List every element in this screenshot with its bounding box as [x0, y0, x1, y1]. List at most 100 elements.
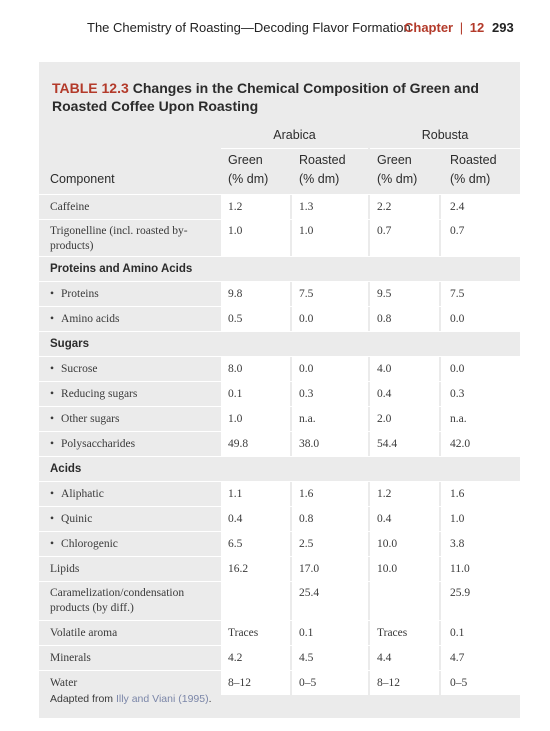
value-cell-arabica-roasted: 7.5	[292, 282, 368, 306]
value-cell-robusta-roasted: 0–5	[441, 671, 520, 695]
roasted-label: Roasted	[299, 153, 346, 167]
value-text: 1.3	[299, 200, 314, 213]
value-cell-robusta-roasted: 42.0	[441, 432, 520, 456]
value-text: 0–5	[450, 676, 468, 689]
value-cell-arabica-roasted: 2.5	[292, 532, 368, 556]
component-label: Caramelization/condensation products (by…	[50, 587, 185, 614]
component-label: Sugars	[50, 337, 89, 350]
table-row: • Other sugars 1.0 n.a. 2.0 n.a.	[39, 406, 520, 431]
bullet-icon: •	[50, 287, 55, 300]
value-text: Traces	[228, 626, 259, 639]
page-number: 293	[492, 20, 514, 35]
value-cell-robusta-green: 2.2	[370, 195, 439, 219]
component-label: Other sugars	[61, 412, 120, 425]
table-title: Changes in the Chemical Composition of G…	[52, 80, 479, 114]
value-cell-robusta-green: 0.7	[370, 220, 439, 256]
value-text: 8.0	[228, 362, 243, 375]
value-cell-robusta-green	[370, 582, 439, 620]
value-cell-arabica-roasted: 4.5	[292, 646, 368, 670]
footnote-prefix: Adapted from	[50, 693, 114, 705]
value-cell-robusta-roasted: 0.0	[441, 307, 520, 331]
value-text: 0.5	[228, 312, 243, 325]
value-cell-arabica-roasted: n.a.	[292, 407, 368, 431]
value-text: 11.0	[450, 562, 470, 575]
value-cell-arabica-green: 1.0	[221, 220, 290, 256]
value-text: 0.1	[299, 626, 314, 639]
table-row: Volatile aroma Traces 0.1 Traces 0.1	[39, 620, 520, 645]
value-cell-robusta-green: 4.0	[370, 357, 439, 381]
component-cell: Volatile aroma	[39, 621, 219, 645]
component-cell: Minerals	[39, 646, 219, 670]
value-cell-robusta-green: 10.0	[370, 532, 439, 556]
value-cell-robusta-roasted: n.a.	[441, 407, 520, 431]
value-text: 0.4	[228, 512, 243, 525]
bullet-icon: •	[50, 487, 55, 500]
value-text: 10.0	[377, 562, 398, 575]
value-cell-arabica-green: Traces	[221, 621, 290, 645]
component-label: Volatile aroma	[50, 626, 118, 639]
value-text: 4.7	[450, 651, 465, 664]
value-cell-arabica-green: 4.2	[221, 646, 290, 670]
component-cell: • Other sugars	[39, 407, 219, 431]
bullet-icon: •	[50, 537, 55, 550]
value-text: 25.4	[299, 587, 320, 599]
value-cell-arabica-roasted: 1.3	[292, 195, 368, 219]
value-text: 0.8	[299, 512, 314, 525]
chapter-label: Chapter | 12	[404, 20, 485, 35]
value-text: 1.1	[228, 487, 243, 500]
value-cell-arabica-roasted: 0.0	[292, 357, 368, 381]
value-text: 6.5	[228, 537, 243, 550]
value-cell-robusta-roasted: 25.9	[441, 582, 520, 620]
group-header-arabica: Arabica	[221, 122, 368, 149]
value-text: 7.5	[299, 287, 314, 300]
value-text: 4.0	[377, 362, 392, 375]
component-cell: Trigonelline (incl. roasted by-products)	[39, 220, 219, 256]
group-header-robusta: Robusta	[370, 122, 520, 149]
value-text: 0.8	[377, 312, 392, 325]
value-cell-robusta-green: 2.0	[370, 407, 439, 431]
value-cell-robusta-roasted: 4.7	[441, 646, 520, 670]
bullet-icon: •	[50, 312, 55, 325]
value-text: n.a.	[299, 412, 316, 425]
component-cell: Lipids	[39, 557, 219, 581]
value-cell-arabica-green: 9.8	[221, 282, 290, 306]
value-text: 0.0	[450, 362, 465, 375]
value-text: 16.2	[228, 562, 249, 575]
value-text: 8–12	[377, 676, 400, 689]
section-row: Proteins and Amino Acids	[39, 256, 520, 281]
value-text: 1.0	[228, 412, 243, 425]
value-text: Traces	[377, 626, 408, 639]
table-row: • Chlorogenic 6.5 2.5 10.0 3.8	[39, 531, 520, 556]
component-label: Aliphatic	[61, 487, 104, 500]
value-text: 2.4	[450, 200, 465, 213]
table-row: • Quinic 0.4 0.8 0.4 1.0	[39, 506, 520, 531]
value-cell-arabica-green: 16.2	[221, 557, 290, 581]
value-text: 0.1	[450, 626, 465, 639]
value-text: 0.3	[299, 387, 314, 400]
value-text: 42.0	[450, 437, 471, 450]
value-cell-arabica-roasted: 17.0	[292, 557, 368, 581]
component-label: Acids	[50, 462, 82, 475]
table-label: TABLE 12.3	[52, 80, 129, 96]
table-row: Lipids 16.2 17.0 10.0 11.0	[39, 556, 520, 581]
value-cell-arabica-green: 0.5	[221, 307, 290, 331]
component-label: Trigonelline (incl. roasted by-products)	[50, 225, 188, 252]
value-cell-robusta-roasted: 1.6	[441, 482, 520, 506]
value-cell-arabica-green	[221, 582, 290, 620]
value-text: 1.6	[299, 487, 314, 500]
value-text: 1.0	[450, 512, 465, 525]
value-text: 0.7	[377, 225, 392, 237]
value-text: 0.0	[299, 362, 314, 375]
component-label: Polysaccharides	[61, 437, 136, 450]
component-cell: • Amino acids	[39, 307, 219, 331]
value-cell-robusta-green: Traces	[370, 621, 439, 645]
bullet-icon: •	[50, 437, 55, 450]
component-cell: • Polysaccharides	[39, 432, 219, 456]
value-cell-robusta-roasted: 3.8	[441, 532, 520, 556]
value-cell-arabica-roasted: 1.6	[292, 482, 368, 506]
value-cell-robusta-roasted: 0.7	[441, 220, 520, 256]
value-text: 0.3	[450, 387, 465, 400]
value-cell-robusta-roasted: 1.0	[441, 507, 520, 531]
column-header-row: Component Green (% dm) Roasted (% dm) Gree…	[39, 148, 520, 194]
value-text: 1.6	[450, 487, 465, 500]
